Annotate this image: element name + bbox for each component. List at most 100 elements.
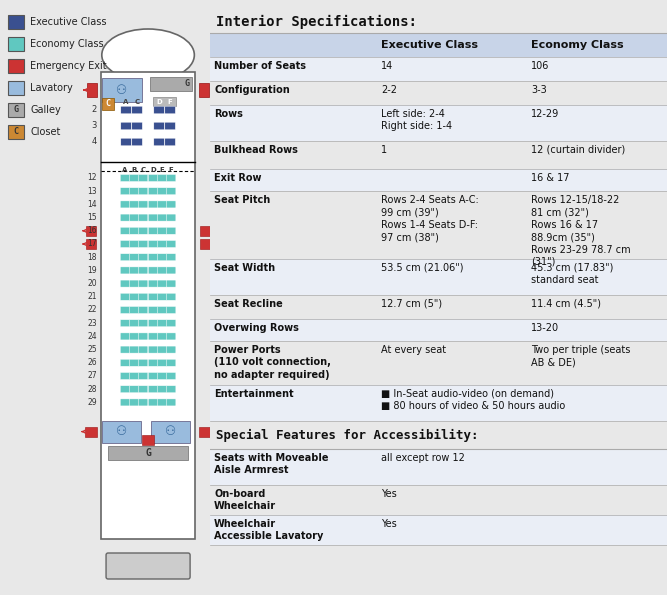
Text: C: C xyxy=(105,99,111,108)
Text: 12 (curtain divider): 12 (curtain divider) xyxy=(532,145,626,155)
Bar xyxy=(87,83,97,97)
FancyBboxPatch shape xyxy=(165,138,175,146)
Bar xyxy=(210,105,667,141)
FancyBboxPatch shape xyxy=(148,214,158,221)
FancyBboxPatch shape xyxy=(129,214,139,221)
Text: Special Features for Accessibility:: Special Features for Accessibility: xyxy=(216,429,479,442)
Text: 17: 17 xyxy=(87,240,97,249)
FancyBboxPatch shape xyxy=(138,306,148,314)
FancyBboxPatch shape xyxy=(129,306,139,314)
Text: 29: 29 xyxy=(87,398,97,407)
Bar xyxy=(8,37,24,51)
Text: E: E xyxy=(159,167,165,173)
FancyBboxPatch shape xyxy=(166,253,176,261)
FancyBboxPatch shape xyxy=(120,187,130,195)
FancyBboxPatch shape xyxy=(121,138,131,146)
Text: G: G xyxy=(145,447,151,458)
FancyBboxPatch shape xyxy=(120,333,130,340)
FancyBboxPatch shape xyxy=(148,280,158,287)
FancyBboxPatch shape xyxy=(129,333,139,340)
FancyBboxPatch shape xyxy=(129,293,139,300)
Text: Bulkhead Rows: Bulkhead Rows xyxy=(214,145,298,155)
Bar xyxy=(8,81,24,95)
FancyBboxPatch shape xyxy=(166,399,176,406)
Text: 1: 1 xyxy=(381,145,387,155)
Text: Rows 2-4 Seats A-C:
99 cm (39")
Rows 1-4 Seats D-F:
97 cm (38"): Rows 2-4 Seats A-C: 99 cm (39") Rows 1-4… xyxy=(381,195,478,242)
Bar xyxy=(210,169,667,191)
FancyBboxPatch shape xyxy=(129,187,139,195)
FancyBboxPatch shape xyxy=(138,240,148,248)
Text: D: D xyxy=(156,99,162,105)
Text: 11.4 cm (4.5"): 11.4 cm (4.5") xyxy=(532,299,602,309)
FancyBboxPatch shape xyxy=(157,372,167,380)
FancyBboxPatch shape xyxy=(166,187,176,195)
FancyBboxPatch shape xyxy=(132,138,142,146)
Text: Number of Seats: Number of Seats xyxy=(214,61,306,71)
FancyBboxPatch shape xyxy=(129,399,139,406)
FancyBboxPatch shape xyxy=(120,386,130,393)
FancyBboxPatch shape xyxy=(148,372,158,380)
FancyBboxPatch shape xyxy=(129,359,139,367)
FancyBboxPatch shape xyxy=(157,346,167,353)
Bar xyxy=(200,226,210,236)
FancyBboxPatch shape xyxy=(157,399,167,406)
FancyBboxPatch shape xyxy=(138,346,148,353)
FancyBboxPatch shape xyxy=(157,187,167,195)
Bar xyxy=(200,239,210,249)
Text: Yes: Yes xyxy=(381,489,397,499)
Bar xyxy=(210,449,667,485)
FancyBboxPatch shape xyxy=(120,240,130,248)
Text: Rows: Rows xyxy=(214,109,243,119)
Bar xyxy=(150,77,192,91)
Bar xyxy=(86,226,96,236)
Bar xyxy=(199,427,211,437)
Text: C: C xyxy=(135,99,139,105)
Bar xyxy=(85,427,97,437)
FancyBboxPatch shape xyxy=(120,201,130,208)
FancyBboxPatch shape xyxy=(138,320,148,327)
FancyBboxPatch shape xyxy=(166,174,176,181)
Text: 53.5 cm (21.06"): 53.5 cm (21.06") xyxy=(381,263,464,273)
FancyBboxPatch shape xyxy=(148,306,158,314)
Bar xyxy=(8,103,24,117)
FancyBboxPatch shape xyxy=(129,280,139,287)
Bar xyxy=(102,421,141,443)
FancyBboxPatch shape xyxy=(120,320,130,327)
FancyBboxPatch shape xyxy=(129,240,139,248)
FancyBboxPatch shape xyxy=(166,386,176,393)
Text: 2-2: 2-2 xyxy=(381,85,397,95)
Text: 13-20: 13-20 xyxy=(532,323,560,333)
Bar xyxy=(153,97,176,106)
FancyBboxPatch shape xyxy=(129,267,139,274)
FancyBboxPatch shape xyxy=(166,227,176,234)
Bar xyxy=(102,78,142,102)
FancyBboxPatch shape xyxy=(148,187,158,195)
Text: 16 & 17: 16 & 17 xyxy=(532,173,570,183)
Bar xyxy=(210,191,667,259)
Bar xyxy=(210,515,667,545)
Text: 20: 20 xyxy=(87,279,97,288)
FancyBboxPatch shape xyxy=(148,293,158,300)
Text: Left side: 2-4
Right side: 1-4: Left side: 2-4 Right side: 1-4 xyxy=(381,109,452,131)
FancyBboxPatch shape xyxy=(138,214,148,221)
Text: Power Ports
(110 volt connection,
no adapter required): Power Ports (110 volt connection, no ada… xyxy=(214,345,331,380)
Text: Yes: Yes xyxy=(381,519,397,529)
FancyBboxPatch shape xyxy=(121,122,131,130)
FancyBboxPatch shape xyxy=(106,553,190,579)
Text: Seat Recline: Seat Recline xyxy=(214,299,283,309)
FancyBboxPatch shape xyxy=(157,359,167,367)
Bar xyxy=(210,57,667,81)
Bar xyxy=(8,59,24,73)
FancyBboxPatch shape xyxy=(166,306,176,314)
Bar xyxy=(8,15,24,29)
FancyBboxPatch shape xyxy=(138,372,148,380)
FancyBboxPatch shape xyxy=(157,227,167,234)
Text: Entertainment: Entertainment xyxy=(214,389,293,399)
FancyBboxPatch shape xyxy=(132,122,142,130)
FancyBboxPatch shape xyxy=(157,214,167,221)
FancyBboxPatch shape xyxy=(148,359,158,367)
FancyBboxPatch shape xyxy=(166,372,176,380)
FancyBboxPatch shape xyxy=(166,293,176,300)
Text: Seat Pitch: Seat Pitch xyxy=(214,195,270,205)
Text: Exit Row: Exit Row xyxy=(214,173,261,183)
